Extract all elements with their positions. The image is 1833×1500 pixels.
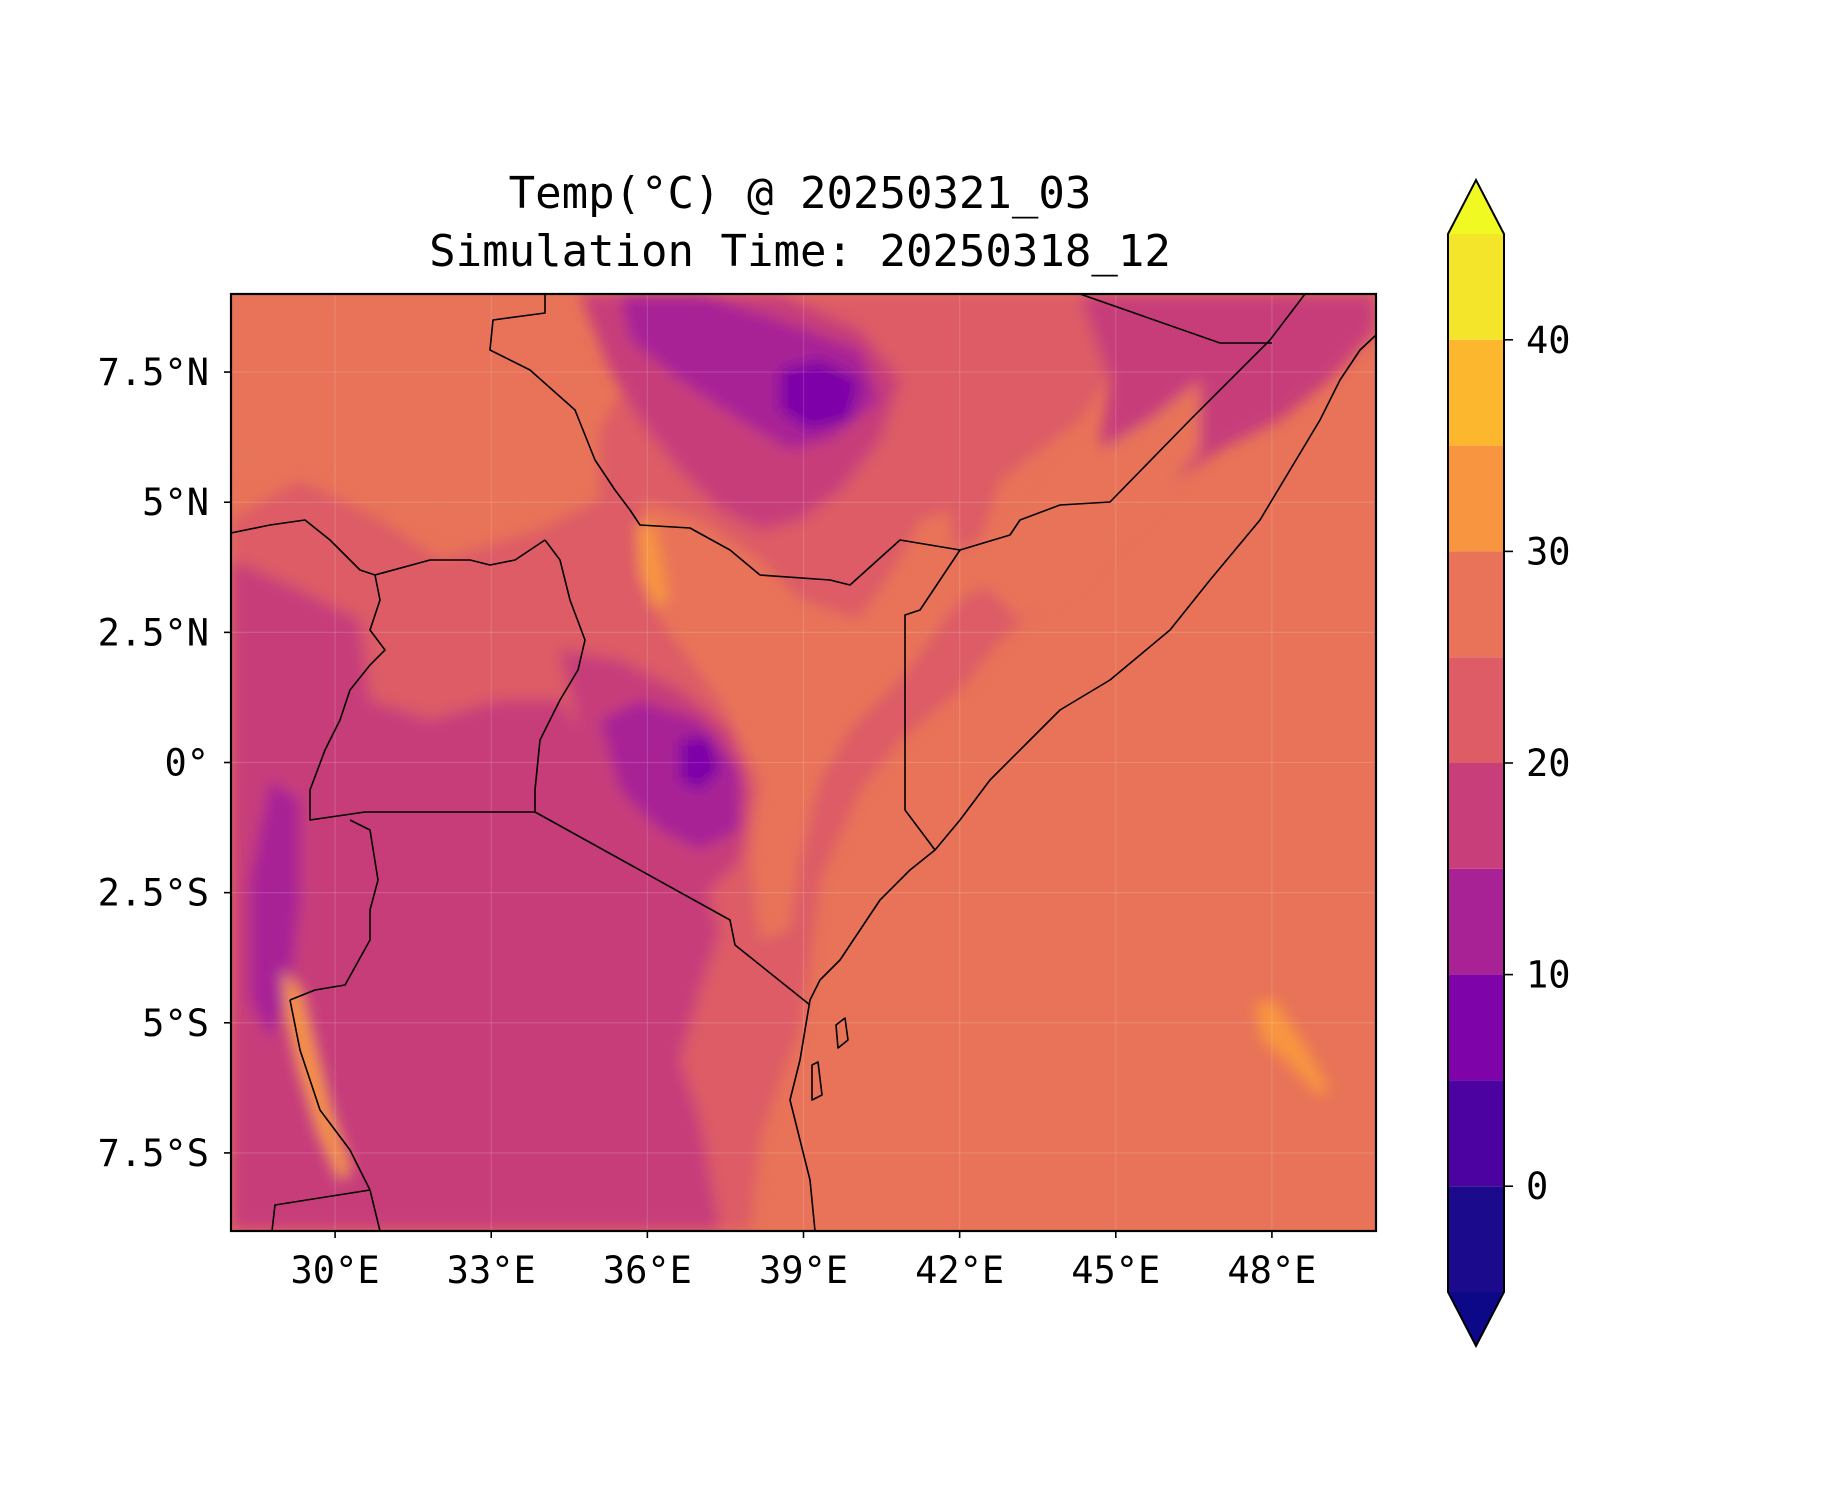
field-band-30-35-turkana bbox=[637, 520, 668, 610]
border-kenya-tanzania bbox=[534, 811, 811, 1006]
colorbar-outline bbox=[1447, 177, 1505, 1349]
lon-tick-label: 48°E bbox=[1227, 1249, 1316, 1292]
map-panel bbox=[231, 294, 1376, 1231]
lon-tick-label: 30°E bbox=[291, 1249, 380, 1292]
border-tanzania-zambia bbox=[271, 1189, 371, 1231]
colorbar-tick-label: 40 bbox=[1526, 319, 1571, 362]
colorbar-tick-label: 0 bbox=[1526, 1165, 1548, 1208]
colorbar-segment bbox=[1448, 339, 1504, 446]
lon-tick-label: 39°E bbox=[759, 1249, 848, 1292]
colorbar-segment bbox=[1448, 1186, 1504, 1292]
lat-tick-label: 2.5°S bbox=[98, 872, 209, 915]
colorbar-segment bbox=[1448, 868, 1504, 975]
lat-tick-label: 5°N bbox=[142, 481, 209, 524]
field-band-25-30-southsudan bbox=[231, 294, 600, 530]
lon-tick-label: 36°E bbox=[603, 1249, 692, 1292]
colorbar-tick-label: 10 bbox=[1526, 954, 1571, 997]
gridlines bbox=[231, 294, 1376, 1231]
field-band-25-30-turkana bbox=[640, 500, 960, 940]
colorbar: 0 10 20 30 40 bbox=[1447, 177, 1571, 1349]
field-band-10-15-rift bbox=[250, 780, 300, 1040]
lon-tick-label: 45°E bbox=[1071, 1249, 1160, 1292]
colorbar-segment bbox=[1448, 974, 1504, 1081]
lat-tick-label: 5°S bbox=[142, 1002, 209, 1045]
lat-tick-label: 7.5°S bbox=[98, 1132, 209, 1175]
colorbar-segment bbox=[1448, 551, 1504, 658]
colorbar-segment bbox=[1448, 445, 1504, 552]
border-rwanda-burundi bbox=[289, 819, 379, 1001]
lat-tick-label: 2.5°N bbox=[98, 611, 209, 654]
field-band-5-10-kenya bbox=[680, 735, 720, 790]
field-band-5-10-ethiopia bbox=[780, 360, 860, 430]
colorbar-over-extension bbox=[1448, 180, 1504, 234]
field-band-15-20 bbox=[231, 560, 720, 1231]
border-ethiopia-somalia-north bbox=[1079, 294, 1272, 344]
map-title-line1: Temp(°C) @ 20250321_03 bbox=[509, 168, 1092, 219]
border-lake-tanganyika bbox=[289, 999, 381, 1231]
border-uganda-kenya bbox=[534, 539, 586, 812]
border-southsudan-ethiopia-kenya bbox=[489, 294, 1306, 586]
colorbar-segment bbox=[1448, 657, 1504, 763]
colorbar-tick-label: 30 bbox=[1526, 530, 1571, 573]
lon-tick-label: 33°E bbox=[447, 1249, 536, 1292]
coastline-east-africa bbox=[789, 334, 1376, 1231]
borders bbox=[231, 294, 1376, 1231]
field-band-25-30-somalia bbox=[960, 380, 1200, 620]
lat-tick-label: 0° bbox=[164, 742, 209, 785]
lat-tick-label: 7.5°N bbox=[98, 351, 209, 394]
colorbar-segment bbox=[1448, 234, 1504, 340]
border-southsudan-uganda bbox=[374, 539, 546, 576]
island-pemba bbox=[811, 1061, 823, 1101]
colorbar-tick-label: 20 bbox=[1526, 742, 1571, 785]
field-band-30-35-indian-ocean bbox=[1255, 1000, 1330, 1095]
longitude-ticks: 30°E 33°E 36°E 39°E 42°E 45°E 48°E bbox=[291, 1231, 1316, 1292]
temperature-field bbox=[231, 294, 1376, 1231]
island-zanzibar bbox=[835, 1017, 849, 1049]
colorbar-segment bbox=[1448, 763, 1504, 869]
colorbar-under-extension bbox=[1448, 1292, 1504, 1346]
lon-tick-label: 42°E bbox=[915, 1249, 1004, 1292]
map-title-line2: Simulation Time: 20250318_12 bbox=[429, 226, 1171, 277]
border-kenya-somalia bbox=[904, 549, 961, 851]
border-drc-uganda bbox=[231, 519, 386, 821]
colorbar-segment bbox=[1448, 1080, 1504, 1187]
latitude-ticks: 7.5°N 5°N 2.5°N 0° 2.5°S 5°S 7.5°S bbox=[98, 351, 231, 1175]
